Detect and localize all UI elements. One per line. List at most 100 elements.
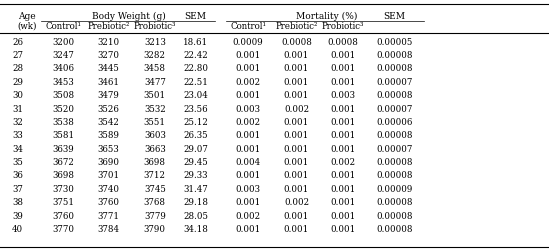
Text: 0.001: 0.001 (284, 211, 309, 220)
Text: 0.001: 0.001 (236, 51, 261, 60)
Text: 0.001: 0.001 (236, 144, 261, 153)
Text: 3542: 3542 (98, 117, 120, 127)
Text: 3751: 3751 (52, 198, 74, 206)
Text: 34.18: 34.18 (183, 224, 208, 233)
Text: 3663: 3663 (144, 144, 166, 153)
Text: 0.002: 0.002 (236, 78, 261, 86)
Text: 27: 27 (12, 51, 23, 60)
Text: 3701: 3701 (98, 171, 120, 180)
Text: 3282: 3282 (144, 51, 166, 60)
Text: Prebiotic²: Prebiotic² (87, 22, 130, 30)
Text: 0.001: 0.001 (284, 158, 309, 167)
Text: 0.001: 0.001 (284, 51, 309, 60)
Text: 0.00008: 0.00008 (376, 224, 412, 233)
Text: 33: 33 (12, 131, 23, 140)
Text: 0.001: 0.001 (284, 171, 309, 180)
Text: 3213: 3213 (144, 38, 166, 47)
Text: 0.001: 0.001 (236, 64, 261, 73)
Text: 37: 37 (12, 184, 23, 193)
Text: 3270: 3270 (98, 51, 120, 60)
Text: 0.001: 0.001 (330, 131, 355, 140)
Text: 0.0009: 0.0009 (233, 38, 264, 47)
Text: 0.001: 0.001 (284, 78, 309, 86)
Text: 0.001: 0.001 (330, 64, 355, 73)
Text: 3479: 3479 (98, 91, 120, 100)
Text: SEM: SEM (383, 12, 405, 21)
Text: 0.002: 0.002 (284, 198, 309, 206)
Text: 0.001: 0.001 (284, 131, 309, 140)
Text: 0.001: 0.001 (236, 198, 261, 206)
Text: 3461: 3461 (98, 78, 120, 86)
Text: 28.05: 28.05 (183, 211, 208, 220)
Text: 3603: 3603 (144, 131, 166, 140)
Text: 3740: 3740 (98, 184, 120, 193)
Text: 0.001: 0.001 (330, 104, 355, 113)
Text: 0.001: 0.001 (330, 184, 355, 193)
Text: 31: 31 (12, 104, 23, 113)
Text: Age: Age (18, 12, 35, 21)
Text: 3520: 3520 (52, 104, 74, 113)
Text: 22.42: 22.42 (183, 51, 208, 60)
Text: 3712: 3712 (144, 171, 166, 180)
Text: 36: 36 (12, 171, 23, 180)
Text: 3672: 3672 (52, 158, 74, 167)
Text: 25.12: 25.12 (183, 117, 208, 127)
Text: 0.00008: 0.00008 (376, 171, 412, 180)
Text: 3790: 3790 (144, 224, 166, 233)
Text: Prebiotic²: Prebiotic² (275, 22, 318, 30)
Text: 3745: 3745 (144, 184, 166, 193)
Text: 0.00008: 0.00008 (376, 198, 412, 206)
Text: Mortality (%): Mortality (%) (296, 12, 357, 21)
Text: 3247: 3247 (52, 51, 74, 60)
Text: 3653: 3653 (98, 144, 120, 153)
Text: 3210: 3210 (98, 38, 120, 47)
Text: 22.80: 22.80 (183, 64, 208, 73)
Text: 0.002: 0.002 (236, 117, 261, 127)
Text: 38: 38 (12, 198, 23, 206)
Text: 0.001: 0.001 (236, 171, 261, 180)
Text: 29: 29 (12, 78, 23, 86)
Text: 0.00005: 0.00005 (376, 38, 412, 47)
Text: 3532: 3532 (144, 104, 166, 113)
Text: 0.001: 0.001 (236, 131, 261, 140)
Text: 0.001: 0.001 (330, 224, 355, 233)
Text: 0.001: 0.001 (330, 171, 355, 180)
Text: 0.00009: 0.00009 (376, 184, 412, 193)
Text: 0.00008: 0.00008 (376, 91, 412, 100)
Text: 3551: 3551 (144, 117, 166, 127)
Text: 3445: 3445 (98, 64, 120, 73)
Text: Control¹: Control¹ (230, 22, 266, 30)
Text: 3458: 3458 (144, 64, 166, 73)
Text: 3501: 3501 (144, 91, 166, 100)
Text: 29.45: 29.45 (183, 158, 208, 167)
Text: 0.00007: 0.00007 (376, 78, 412, 86)
Text: 22.51: 22.51 (183, 78, 208, 86)
Text: 3760: 3760 (52, 211, 74, 220)
Text: 3768: 3768 (144, 198, 166, 206)
Text: 0.00007: 0.00007 (376, 104, 412, 113)
Text: 3477: 3477 (144, 78, 166, 86)
Text: 3406: 3406 (52, 64, 74, 73)
Text: 3538: 3538 (52, 117, 74, 127)
Text: 0.00008: 0.00008 (376, 131, 412, 140)
Text: 29.07: 29.07 (183, 144, 208, 153)
Text: 28: 28 (12, 64, 23, 73)
Text: 3589: 3589 (98, 131, 120, 140)
Text: 30: 30 (12, 91, 23, 100)
Text: Control¹: Control¹ (45, 22, 81, 30)
Text: 0.001: 0.001 (284, 144, 309, 153)
Text: 29.33: 29.33 (183, 171, 208, 180)
Text: 0.0008: 0.0008 (281, 38, 312, 47)
Text: 0.003: 0.003 (236, 184, 261, 193)
Text: 3760: 3760 (98, 198, 120, 206)
Text: 3508: 3508 (52, 91, 74, 100)
Text: 0.00007: 0.00007 (376, 144, 412, 153)
Text: 0.004: 0.004 (236, 158, 261, 167)
Text: 0.001: 0.001 (284, 224, 309, 233)
Text: 0.00008: 0.00008 (376, 64, 412, 73)
Text: 0.00008: 0.00008 (376, 51, 412, 60)
Text: Probiotic³: Probiotic³ (133, 22, 176, 30)
Text: 3730: 3730 (52, 184, 74, 193)
Text: 0.002: 0.002 (284, 104, 309, 113)
Text: 26.35: 26.35 (183, 131, 208, 140)
